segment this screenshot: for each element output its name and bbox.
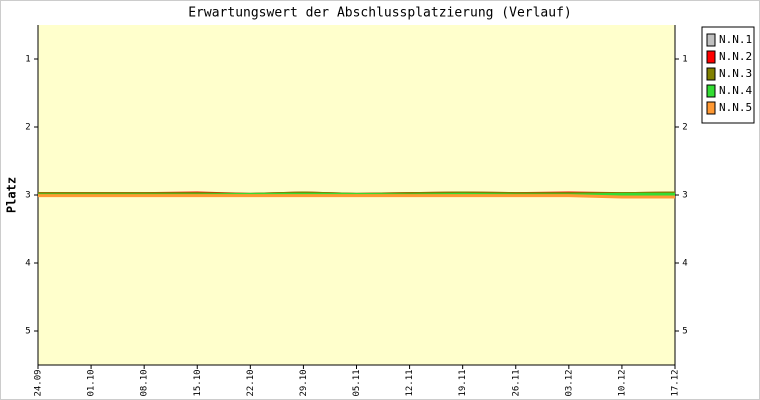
legend-swatch <box>706 84 716 98</box>
chart-title: Erwartungswert der Abschlussplatzierung … <box>188 6 572 21</box>
y2-tick-label: 3 <box>682 191 687 201</box>
y2-tick-label: 2 <box>682 123 687 133</box>
y2-tick-label: 1 <box>682 55 687 65</box>
x-tick-label: 22.10 <box>246 369 256 396</box>
x-tick-label: 08.10 <box>140 369 150 396</box>
y-tick-label: 3 <box>25 191 30 201</box>
x-tick-label: 19.11 <box>458 369 468 396</box>
x-tick-label: 26.11 <box>511 369 521 396</box>
legend-label: N.N.5 <box>719 101 752 114</box>
x-tick-label: 03.12 <box>564 369 574 396</box>
y-axis-label: Platz <box>5 177 19 213</box>
y-tick-label: 5 <box>25 327 30 337</box>
x-tick-label: 05.11 <box>352 369 362 396</box>
legend-swatch <box>706 33 716 47</box>
y2-tick-label: 5 <box>682 327 687 337</box>
y2-tick-label: 4 <box>682 259 687 269</box>
y-tick-label: 2 <box>25 123 30 133</box>
legend-swatch <box>706 50 716 64</box>
x-tick-label: 10.12 <box>617 369 627 396</box>
legend-label: N.N.4 <box>719 84 752 97</box>
x-tick-label: 17.12 <box>671 369 681 396</box>
legend-label: N.N.3 <box>719 67 752 80</box>
x-tick-label: 24.09 <box>34 369 44 396</box>
y-tick-label: 1 <box>25 55 30 65</box>
x-tick-label: 12.11 <box>405 369 415 396</box>
legend-swatch <box>706 101 716 115</box>
y-tick-label: 4 <box>25 259 30 269</box>
x-tick-label: 29.10 <box>299 369 309 396</box>
x-tick-label: 15.10 <box>193 369 203 396</box>
legend-label: N.N.1 <box>719 33 752 46</box>
legend-swatch <box>706 67 716 81</box>
legend-label: N.N.2 <box>719 50 752 63</box>
x-tick-label: 01.10 <box>87 369 97 396</box>
series-line <box>38 194 675 199</box>
